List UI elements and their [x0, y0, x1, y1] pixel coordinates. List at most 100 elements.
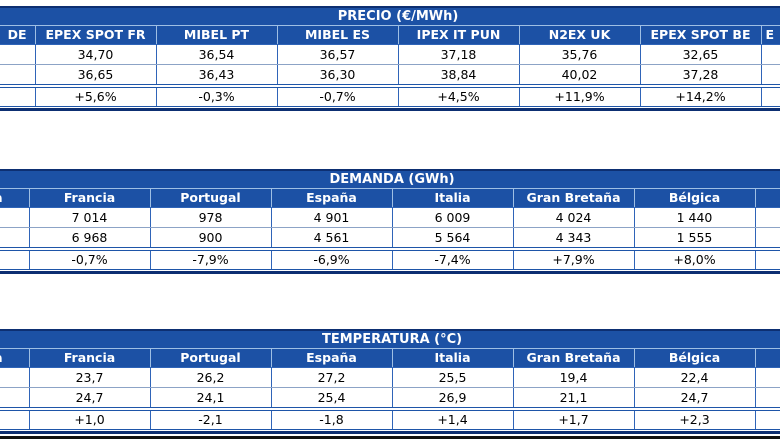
clipped-left-cell [0, 407, 29, 430]
value-cell: 36,54 [155, 44, 277, 65]
title-row: TEMPERATURA (°C) [0, 330, 780, 349]
demand-table: DEMANDA (GWh) aFranciaPortugalEspañaItal… [0, 169, 780, 270]
table-bottom-border [0, 271, 780, 274]
value-cell: 4 561 [270, 227, 392, 249]
value-cell: 36,30 [276, 64, 398, 86]
value-cell: 21,1 [512, 387, 634, 409]
change-cell: -0,3% [155, 84, 277, 107]
change-cell: -0,7% [276, 84, 398, 107]
value-cell: 36,57 [276, 44, 398, 65]
clipped-left-cell [0, 247, 29, 270]
change-cell: +5,6% [34, 84, 156, 107]
value-cell: 24,7 [28, 387, 150, 409]
value-cell: 24,7 [633, 387, 755, 409]
value-cell: 36,65 [34, 64, 156, 86]
value-row: 34,70 36,54 36,57 37,18 35,76 32,65 [0, 44, 780, 65]
change-cell: -2,1 [149, 407, 271, 430]
table-bottom-border [0, 431, 780, 434]
value-cell: 4 343 [512, 227, 634, 249]
clipped-right-cell [754, 387, 780, 409]
column-header: España [270, 188, 392, 208]
clipped-left-cell [0, 84, 35, 107]
clipped-right-column-header: E [760, 25, 780, 45]
change-row: -0,7% -7,9% -6,9% -7,4% +7,9% +8,0% [0, 247, 780, 270]
clipped-left-cell [0, 207, 29, 228]
column-header: MIBEL ES [276, 25, 398, 45]
value-cell: 7 014 [28, 207, 150, 228]
clipped-left-cell [0, 227, 29, 249]
column-header: N2EX UK [518, 25, 640, 45]
value-cell: 26,2 [149, 367, 271, 388]
change-cell: +11,9% [518, 84, 640, 107]
title-row: PRECIO (€/MWh) [0, 7, 780, 26]
clipped-left-cell [0, 367, 29, 388]
column-header: Gran Bretaña [512, 348, 634, 368]
clipped-right-column-header [754, 188, 780, 208]
clipped-right-cell [760, 44, 780, 65]
column-header: MIBEL PT [155, 25, 277, 45]
change-row: +5,6% -0,3% -0,7% +4,5% +11,9% +14,2% [0, 84, 780, 107]
value-cell: 34,70 [34, 44, 156, 65]
change-cell: +2,3 [633, 407, 755, 430]
change-cell: +4,5% [397, 84, 519, 107]
value-cell: 40,02 [518, 64, 640, 86]
clipped-right-cell [754, 367, 780, 388]
value-cell: 19,4 [512, 367, 634, 388]
column-header: Bélgica [633, 348, 755, 368]
value-cell: 27,2 [270, 367, 392, 388]
column-header-row: aFranciaPortugalEspañaItaliaGran Bretaña… [0, 348, 780, 368]
value-cell: 35,76 [518, 44, 640, 65]
value-row: 6 968 900 4 561 5 564 4 343 1 555 [0, 227, 780, 249]
table-title: TEMPERATURA (°C) [0, 330, 780, 349]
value-cell: 25,4 [270, 387, 392, 409]
column-header: Francia [28, 348, 150, 368]
table-title: PRECIO (€/MWh) [0, 7, 780, 26]
change-cell: -0,7% [28, 247, 150, 270]
change-cell: +1,7 [512, 407, 634, 430]
change-cell: +8,0% [633, 247, 755, 270]
clipped-right-cell [754, 207, 780, 228]
change-cell: -1,8 [270, 407, 392, 430]
clipped-left-cell [0, 387, 29, 409]
value-cell: 36,43 [155, 64, 277, 86]
clipped-left-column-header: DE [0, 25, 35, 45]
change-cell: -7,4% [391, 247, 513, 270]
bottom-divider [0, 436, 780, 439]
value-cell: 4 024 [512, 207, 634, 228]
change-cell: -7,9% [149, 247, 271, 270]
clipped-right-cell [754, 407, 780, 430]
column-header: Portugal [149, 348, 271, 368]
temperature-table: TEMPERATURA (°C) aFranciaPortugalEspañaI… [0, 329, 780, 430]
column-header: Gran Bretaña [512, 188, 634, 208]
clipped-right-cell [754, 227, 780, 249]
change-cell: +1,4 [391, 407, 513, 430]
value-cell: 900 [149, 227, 271, 249]
column-header: EPEX SPOT FR [34, 25, 156, 45]
value-cell: 978 [149, 207, 271, 228]
clipped-left-column-header: a [0, 348, 29, 368]
clipped-left-cell [0, 64, 35, 86]
value-cell: 32,65 [639, 44, 761, 65]
value-row: 7 014 978 4 901 6 009 4 024 1 440 [0, 207, 780, 228]
value-cell: 6 009 [391, 207, 513, 228]
value-cell: 24,1 [149, 387, 271, 409]
column-header: Bélgica [633, 188, 755, 208]
value-row: 24,7 24,1 25,4 26,9 21,1 24,7 [0, 387, 780, 409]
column-header: EPEX SPOT BE [639, 25, 761, 45]
value-cell: 1 440 [633, 207, 755, 228]
table-title: DEMANDA (GWh) [0, 170, 780, 189]
clipped-right-cell [754, 247, 780, 270]
column-header: Italia [391, 188, 513, 208]
value-row: 36,65 36,43 36,30 38,84 40,02 37,28 [0, 64, 780, 86]
column-header: Francia [28, 188, 150, 208]
table-bottom-border [0, 108, 780, 111]
price-table: PRECIO (€/MWh) DE EPEX SPOT FR MIBEL PT MIB… [0, 6, 780, 107]
change-cell: -6,9% [270, 247, 392, 270]
column-header: Portugal [149, 188, 271, 208]
column-header-row: aFranciaPortugalEspañaItaliaGran Bretaña… [0, 188, 780, 208]
value-cell: 37,28 [639, 64, 761, 86]
title-row: DEMANDA (GWh) [0, 170, 780, 189]
column-header-row: DE EPEX SPOT FR MIBEL PT MIBEL ES IPEX IT PU… [0, 25, 780, 45]
column-header: IPEX IT PUN [397, 25, 519, 45]
